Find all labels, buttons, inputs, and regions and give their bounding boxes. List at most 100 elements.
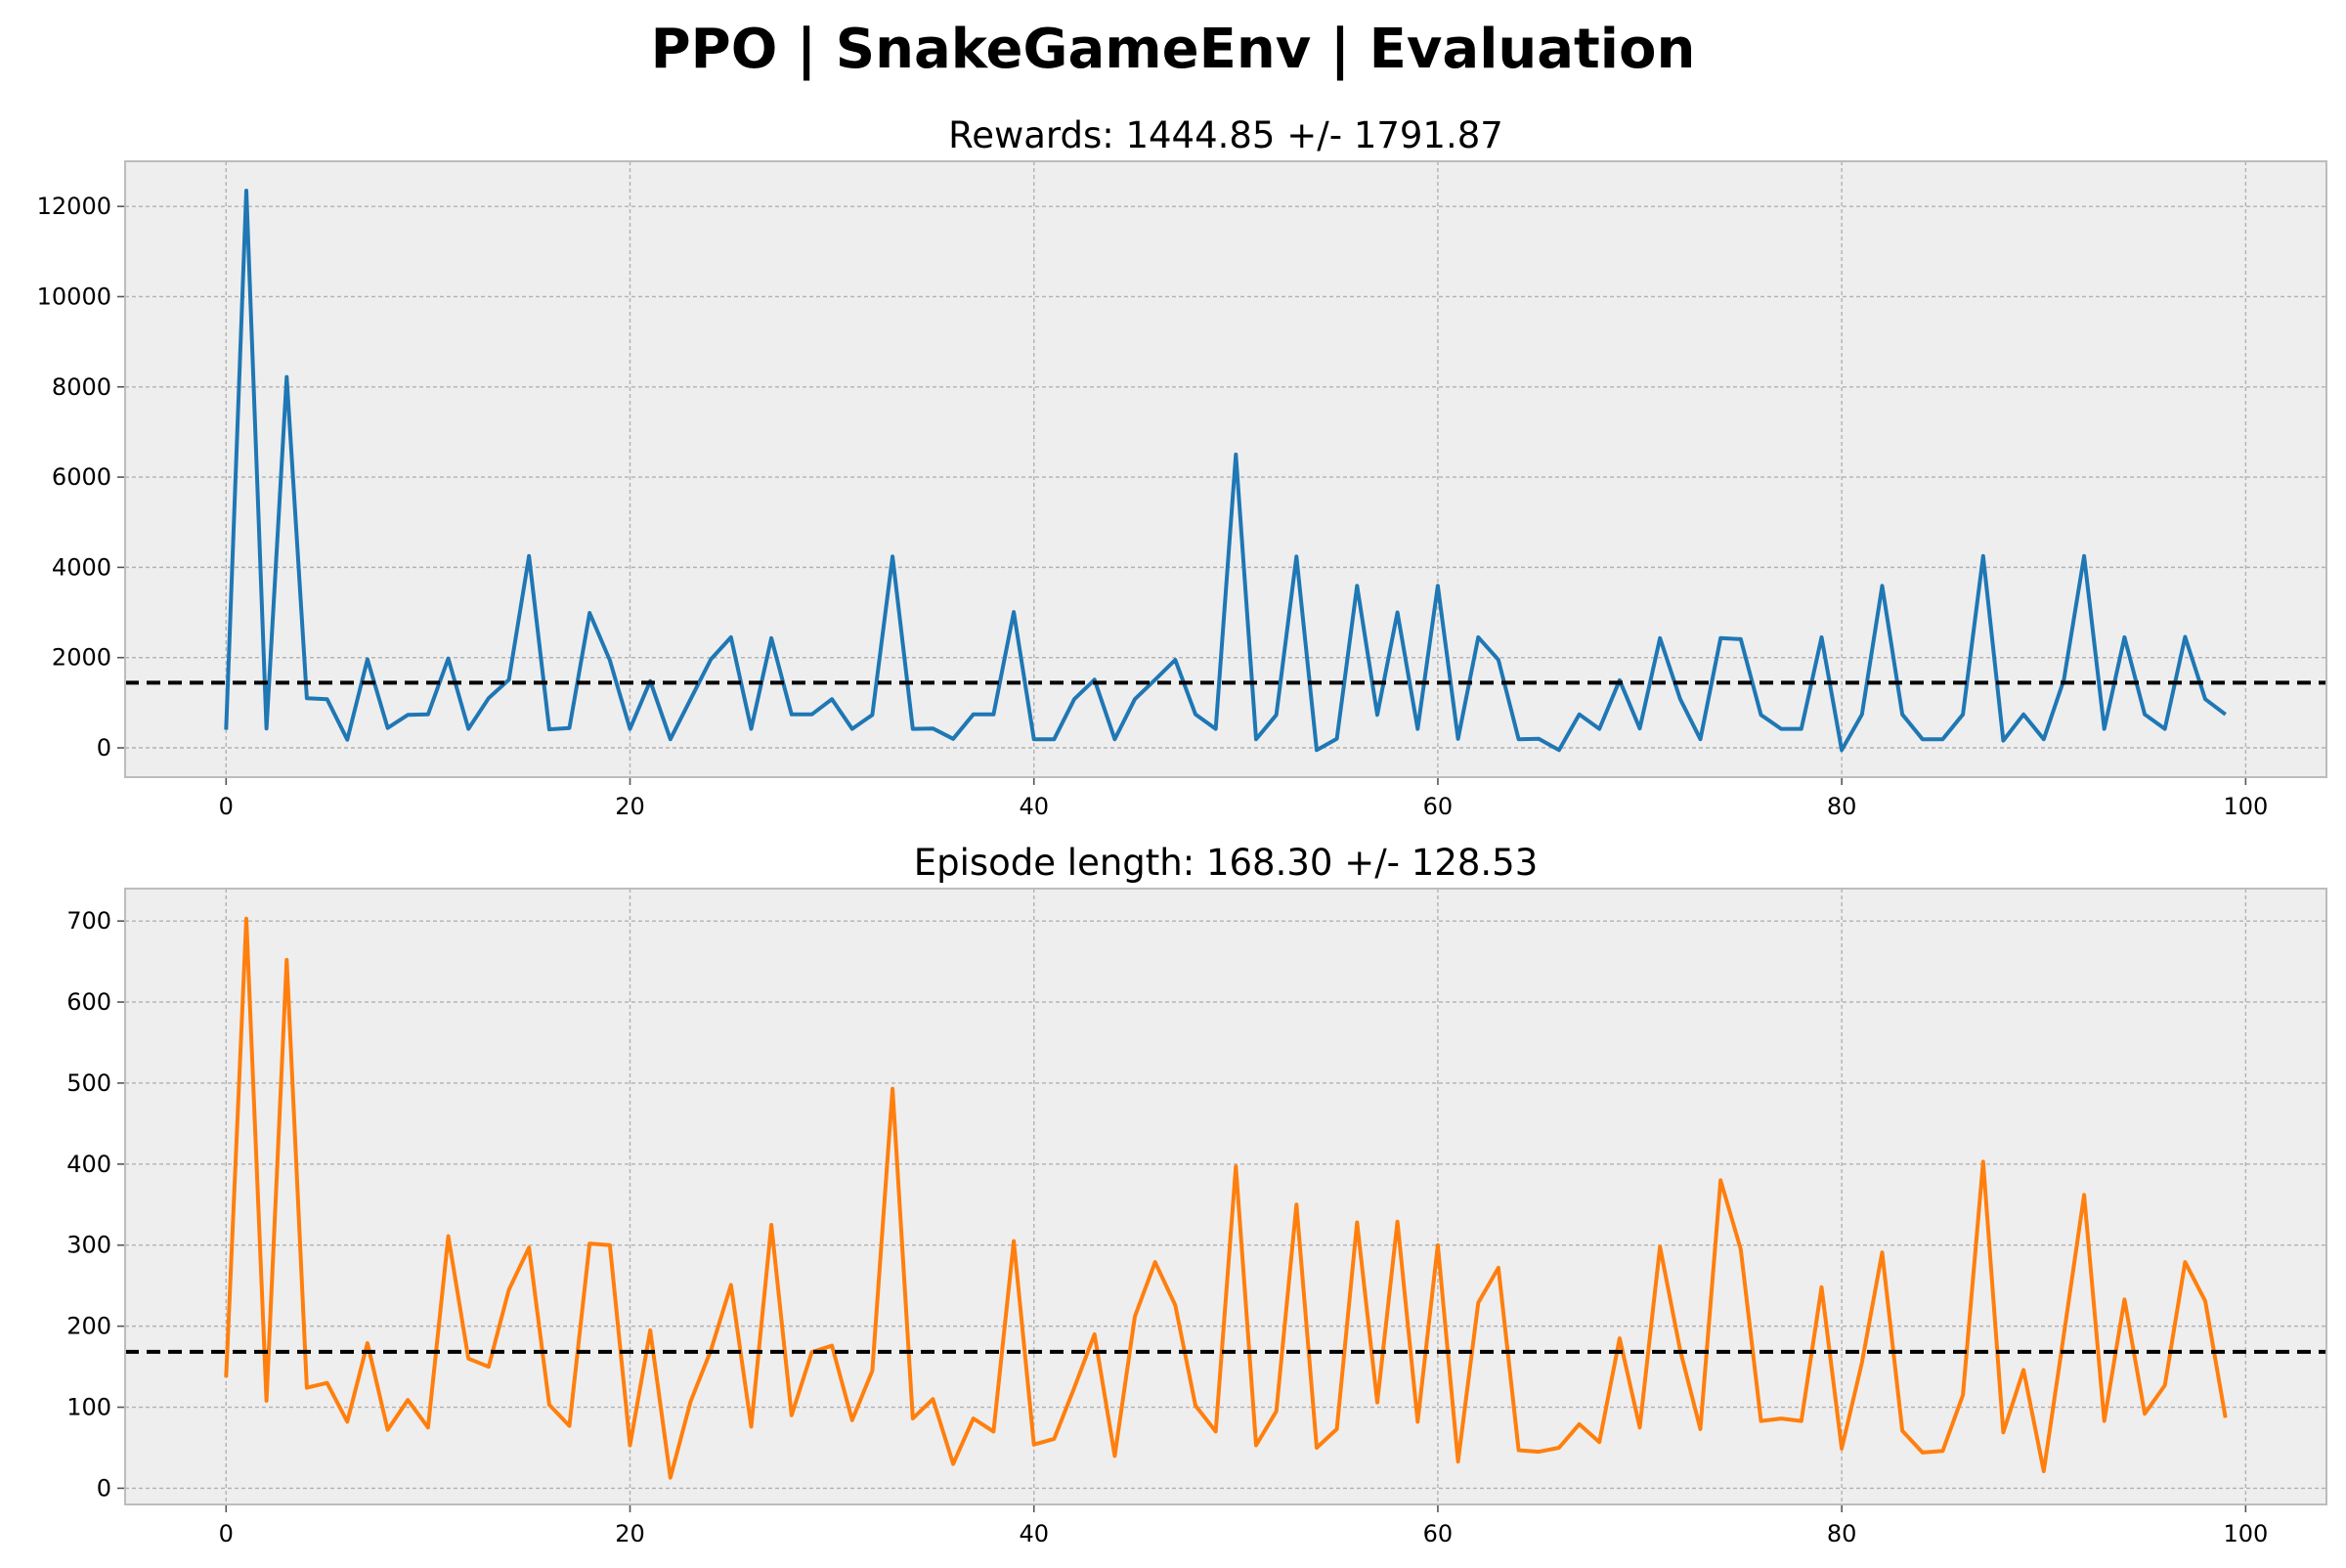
rewards-chart: Rewards: 1444.85 +/- 1791.87 0 20 40 60 80 10… (37, 114, 2327, 820)
episode-length-data-point (1880, 1250, 1884, 1254)
episode-length-data-point (2143, 1412, 2147, 1416)
rewards-data-point (1638, 726, 1642, 730)
rewards-data-point (1275, 713, 1279, 717)
episode-length-chart-title: Episode length: 168.30 +/- 128.53 (914, 842, 1539, 884)
rewards-data-point (1578, 713, 1582, 717)
rewards-data-point (1860, 713, 1864, 717)
rewards-data-point (224, 728, 228, 732)
episode-length-data-point (1718, 1178, 1722, 1182)
episode-length-data-point (1578, 1422, 1582, 1426)
rewards-data-point (1819, 635, 1823, 639)
episode-length-data-point (1860, 1361, 1864, 1365)
rewards-y-tick-label: 10000 (37, 283, 111, 310)
episode-length-data-point (1921, 1451, 1925, 1455)
rewards-data-point (1012, 610, 1016, 614)
rewards-data-point (1294, 554, 1298, 558)
rewards-data-point (1779, 727, 1783, 731)
episode-length-data-point (1112, 1454, 1116, 1458)
episode-length-data-point (1436, 1243, 1440, 1247)
rewards-data-point (244, 189, 248, 193)
episode-length-data-point (2062, 1332, 2065, 1336)
rewards-data-point (729, 635, 733, 639)
rewards-data-point (1597, 727, 1601, 731)
rewards-data-point (1396, 611, 1400, 615)
rewards-plot-area (125, 161, 2326, 777)
rewards-data-point (1375, 713, 1379, 717)
episode-length-data-point (1294, 1202, 1298, 1206)
episode-length-data-point (790, 1414, 794, 1417)
rewards-data-point (830, 697, 834, 701)
episode-length-data-point (2001, 1430, 2005, 1434)
episode-length-chart: Episode length: 168.30 +/- 128.53 0 20 40 6… (66, 842, 2327, 1547)
episode-length-data-point (991, 1429, 995, 1433)
episode-length-data-point (1355, 1221, 1359, 1225)
episode-length-data-point (729, 1283, 733, 1286)
episode-length-data-point (2122, 1297, 2126, 1301)
rewards-data-point (749, 727, 753, 731)
rewards-series-line (224, 189, 2227, 753)
rewards-data-point (2183, 634, 2187, 638)
rewards-data-point (547, 727, 551, 731)
rewards-data-point (709, 658, 713, 662)
rewards-data-point (1699, 737, 1703, 741)
episode-length-data-point (406, 1398, 410, 1402)
rewards-data-point (466, 727, 470, 731)
rewards-data-point (1072, 697, 1076, 701)
episode-length-data-point (1961, 1393, 1965, 1397)
episode-length-x-tick-label: 0 (219, 1520, 234, 1547)
rewards-data-point (2163, 727, 2167, 731)
episode-length-data-point (1375, 1401, 1379, 1405)
episode-length-data-point (1335, 1427, 1339, 1431)
episode-length-plot-frame (124, 888, 2327, 1505)
episode-length-y-tick-label: 0 (97, 1474, 111, 1502)
episode-length-data-point (931, 1397, 934, 1401)
rewards-data-point (1194, 713, 1197, 717)
episode-length-data-point (224, 1375, 228, 1379)
episode-length-data-point (1315, 1446, 1319, 1450)
rewards-plot-frame (124, 160, 2327, 778)
episode-length-data-point (1012, 1240, 1016, 1243)
episode-length-data-point (1638, 1425, 1642, 1429)
episode-length-data-point (2183, 1260, 2187, 1264)
episode-length-data-point (2203, 1299, 2207, 1303)
rewards-data-point (850, 727, 854, 731)
episode-length-data-point (749, 1424, 753, 1428)
rewards-data-point (931, 726, 934, 730)
rewards-data-point (951, 737, 955, 741)
rewards-data-point (1497, 658, 1500, 662)
episode-length-data-point (972, 1416, 976, 1420)
rewards-chart-title: Rewards: 1444.85 +/- 1791.87 (948, 114, 1503, 156)
rewards-data-point (265, 726, 269, 730)
rewards-data-point (1718, 636, 1722, 640)
episode-length-y-tick-label: 100 (66, 1394, 111, 1421)
rewards-data-point (284, 375, 288, 379)
rewards-y-tick-label: 0 (97, 734, 111, 762)
episode-length-data-point (1981, 1159, 1985, 1163)
rewards-data-point (1557, 748, 1561, 752)
rewards-data-point (1112, 737, 1116, 741)
episode-length-data-point (386, 1428, 390, 1432)
episode-length-data-point (830, 1344, 834, 1348)
rewards-data-point (1436, 584, 1440, 588)
episode-length-data-point (244, 917, 248, 921)
episode-length-y-tick-label: 300 (66, 1232, 111, 1259)
rewards-x-tick-label: 0 (219, 793, 234, 820)
rewards-data-point (1153, 677, 1157, 681)
episode-length-data-point (1840, 1447, 1844, 1451)
episode-length-data-point (1699, 1427, 1703, 1431)
rewards-data-point (1880, 584, 1884, 588)
episode-length-data-point (1072, 1386, 1076, 1390)
episode-length-data-point (2103, 1419, 2107, 1423)
rewards-y-tick-label: 4000 (52, 553, 111, 581)
episode-length-data-point (1194, 1404, 1197, 1408)
rewards-data-point (1981, 554, 1985, 558)
rewards-data-point (2042, 737, 2046, 741)
rewards-data-point (2021, 713, 2025, 717)
episode-length-data-point (1396, 1220, 1400, 1224)
rewards-data-point (1254, 737, 1258, 741)
episode-length-data-point (568, 1424, 572, 1428)
rewards-x-tick-label: 20 (615, 793, 645, 820)
episode-length-data-point (688, 1400, 692, 1404)
rewards-data-point (487, 696, 491, 700)
rewards-data-point (587, 611, 591, 615)
